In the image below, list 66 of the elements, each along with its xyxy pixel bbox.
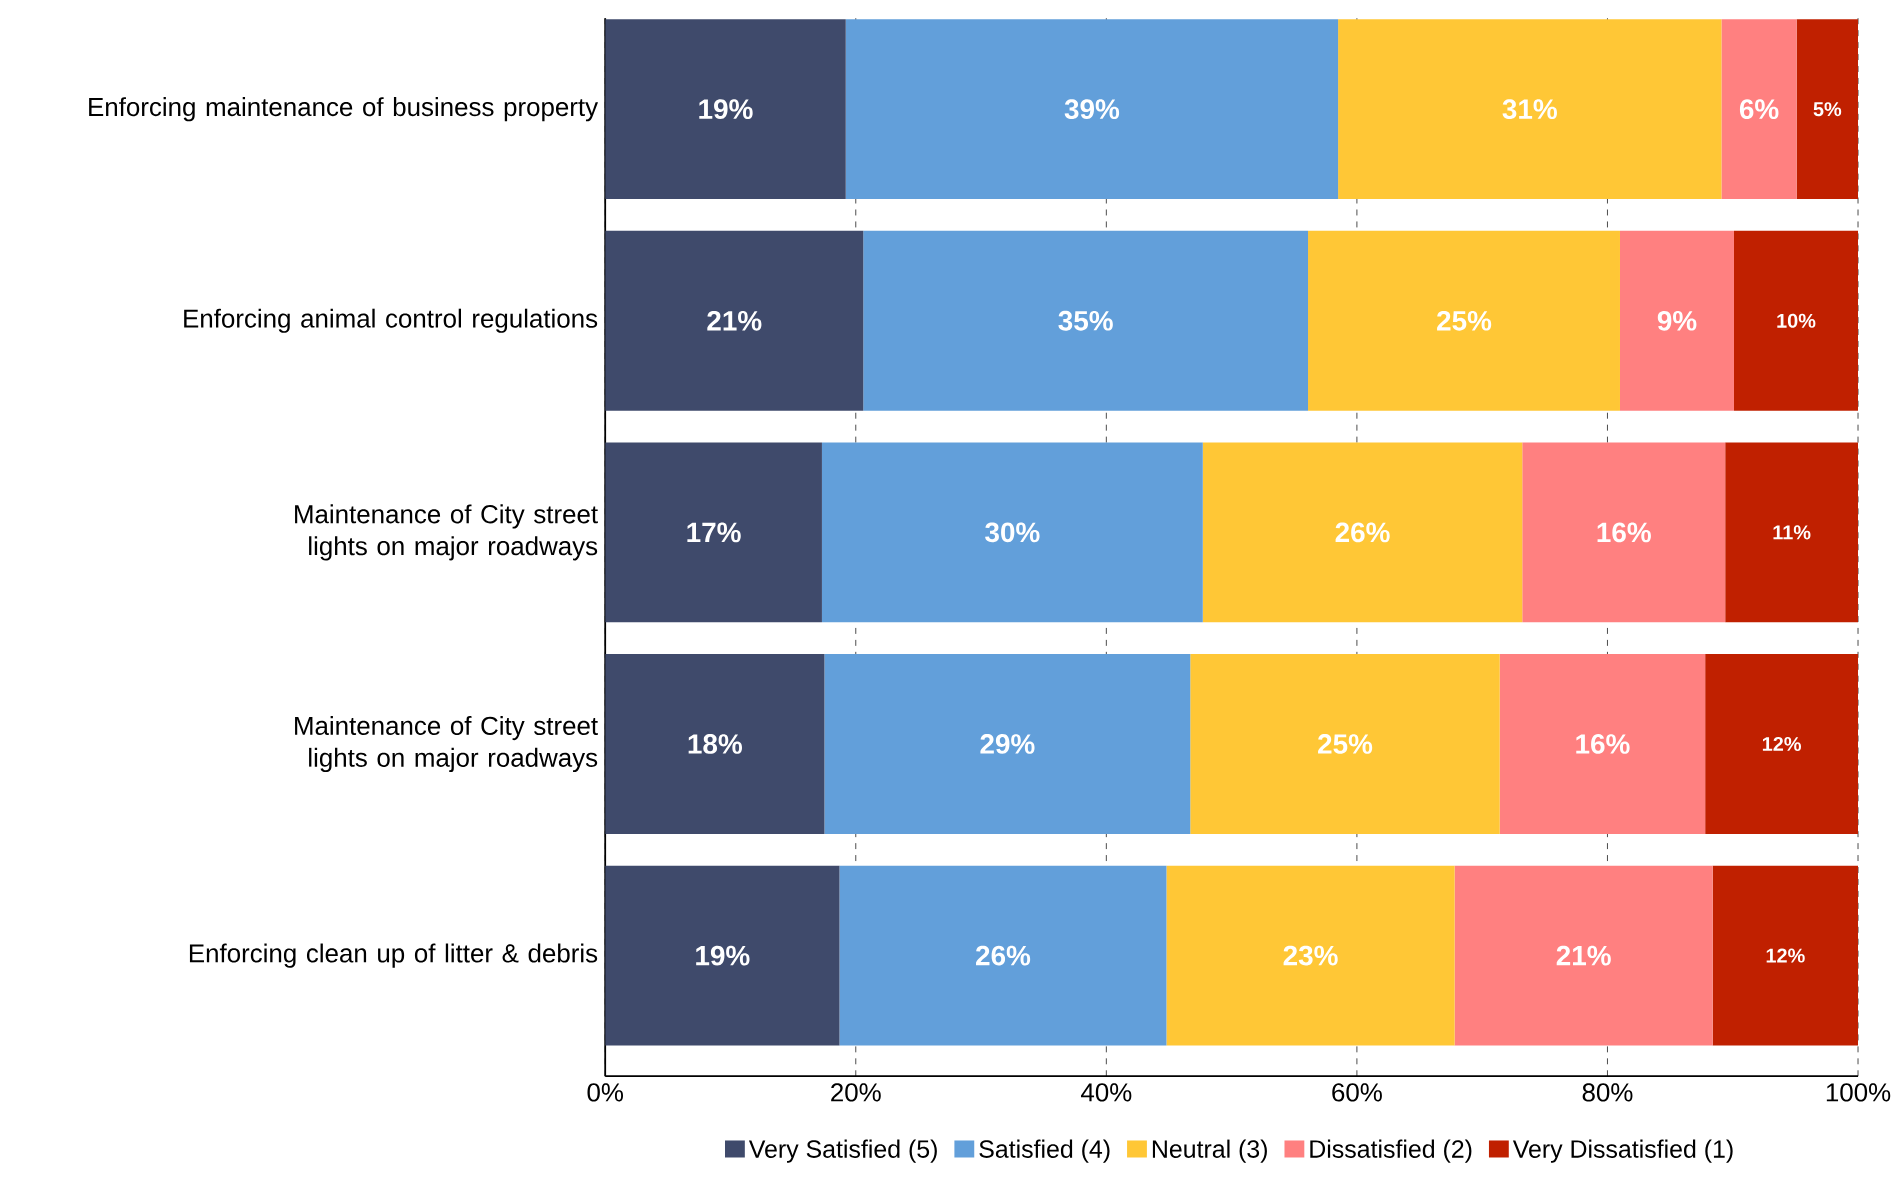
bar <box>839 865 1167 1046</box>
bar <box>1619 230 1734 411</box>
bar <box>1725 442 1859 623</box>
x-tick-label: 80% <box>1582 1083 1633 1102</box>
data-label: 21% <box>707 310 762 331</box>
bar <box>845 19 1339 200</box>
bar <box>1705 654 1859 834</box>
legend-label: Satisfied (4) <box>979 1139 1110 1163</box>
x-tick-label: 20% <box>831 1083 881 1102</box>
data-label: 19% <box>699 99 753 120</box>
data-label: 12% <box>1762 736 1801 752</box>
bar <box>1202 442 1523 623</box>
legend-label: Very Dissatisfied (1) <box>1512 1139 1733 1163</box>
bar <box>605 19 846 200</box>
data-label: 30% <box>985 522 1040 543</box>
y-tick-label: Enforcing animal control regulations <box>184 308 598 333</box>
bar <box>1338 19 1722 200</box>
bar <box>1796 19 1859 200</box>
x-tick-label: 40% <box>1081 1083 1132 1102</box>
legend-label: Very Satisfied (5) <box>748 1139 937 1163</box>
data-label: 16% <box>1597 522 1651 543</box>
bar <box>605 230 864 411</box>
bar <box>1522 442 1726 623</box>
data-label: 25% <box>1318 734 1373 754</box>
data-label: 12% <box>1766 948 1805 963</box>
y-tick-label: Maintenance of City street lights on major roadways <box>295 715 598 773</box>
data-label: 10% <box>1777 313 1816 328</box>
data-label: 21% <box>1556 945 1611 966</box>
bar <box>863 230 1309 411</box>
bar <box>824 654 1191 834</box>
x-tick-label: 0% <box>587 1083 624 1102</box>
data-label: 26% <box>976 945 1031 966</box>
data-label: 23% <box>1283 945 1338 966</box>
data-label: 19% <box>696 945 750 966</box>
bar <box>605 442 822 623</box>
data-label: 25% <box>1437 310 1492 331</box>
bar <box>821 442 1203 623</box>
bar <box>605 654 825 834</box>
bar <box>1712 865 1859 1046</box>
bar <box>605 865 840 1046</box>
data-label: 9% <box>1657 310 1697 331</box>
bar <box>1166 865 1455 1046</box>
data-label: 11% <box>1773 525 1811 540</box>
data-label: 17% <box>687 522 741 543</box>
data-label: 35% <box>1058 310 1113 331</box>
y-tick-label: Enforcing maintenance of business property <box>89 97 599 122</box>
legend-label: Dissatisfied (2) <box>1310 1139 1472 1163</box>
bar <box>1454 865 1713 1046</box>
legend-label: Neutral (3) <box>1152 1139 1267 1163</box>
data-label: 39% <box>1064 99 1120 120</box>
data-label: 16% <box>1576 734 1630 754</box>
bar <box>1721 19 1797 200</box>
bar <box>1499 654 1706 834</box>
bar <box>1733 230 1859 411</box>
data-label: 26% <box>1335 522 1390 543</box>
data-label: 18% <box>688 734 742 754</box>
data-label: 5% <box>1813 102 1842 117</box>
y-tick-label: Maintenance of City street lights on major roadways <box>295 504 598 561</box>
data-label: 29% <box>980 734 1035 754</box>
x-tick-label: 100% <box>1826 1083 1891 1102</box>
data-label: 6% <box>1739 99 1779 120</box>
bar <box>1190 654 1500 834</box>
x-tick-label: 60% <box>1332 1083 1382 1102</box>
y-tick-label: Enforcing clean up of litter & debris <box>189 943 598 968</box>
bar <box>1308 230 1620 411</box>
data-label: 31% <box>1502 99 1557 120</box>
